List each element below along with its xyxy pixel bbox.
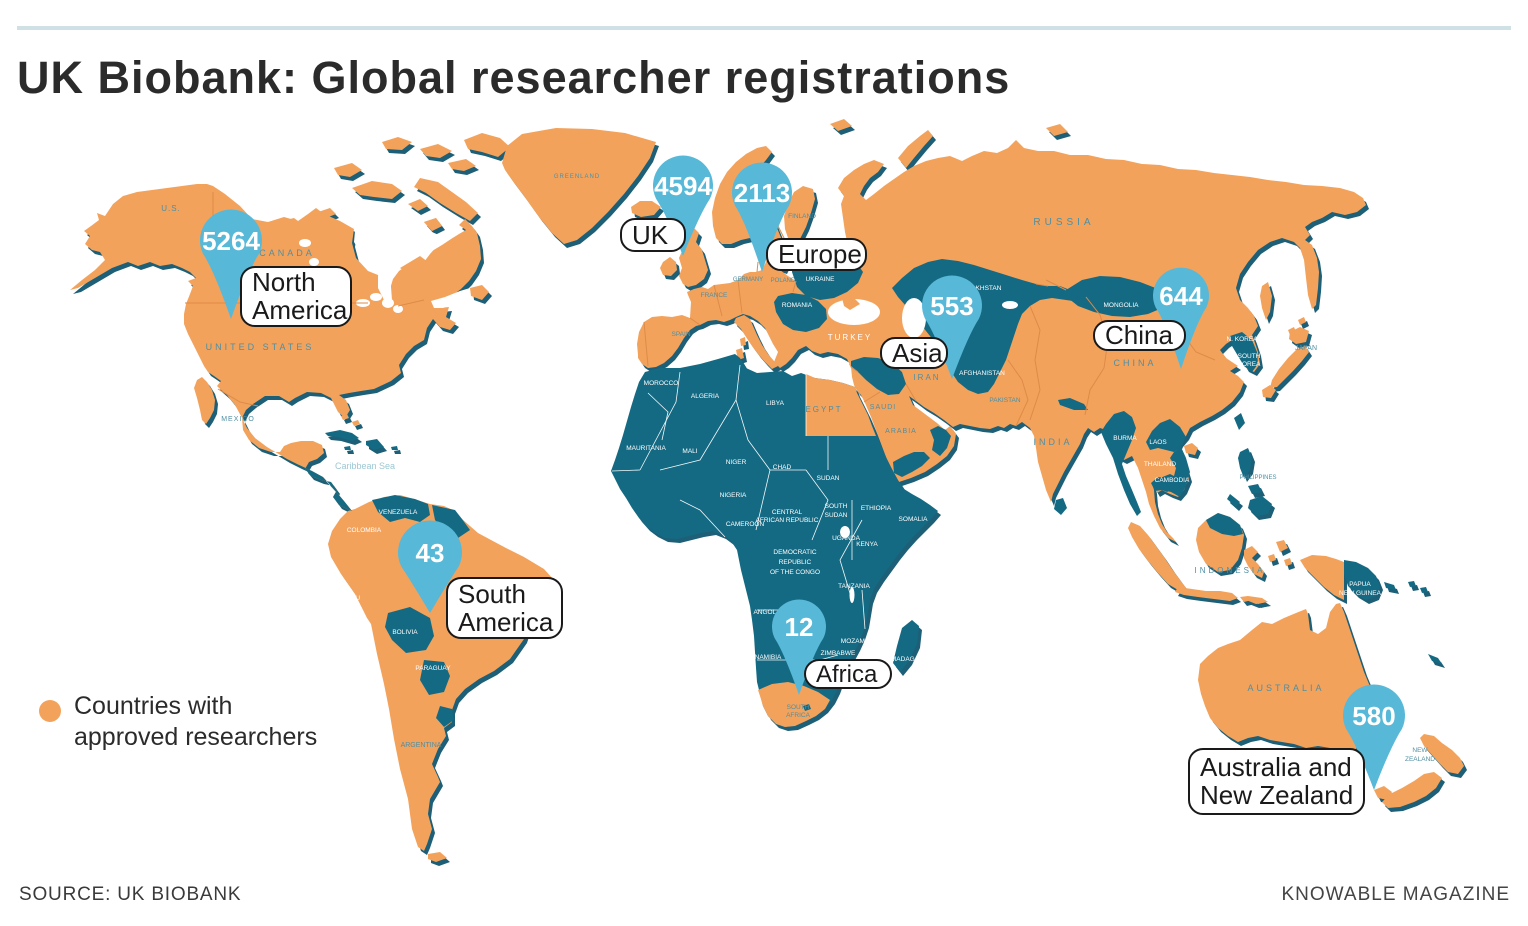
svg-text:SUDAN: SUDAN: [825, 512, 848, 519]
svg-text:12: 12: [785, 612, 814, 642]
svg-text:North: North: [252, 267, 316, 297]
svg-text:MALI: MALI: [682, 448, 697, 455]
svg-text:AFRICAN REPUBLIC: AFRICAN REPUBLIC: [756, 517, 819, 524]
svg-text:Asia: Asia: [892, 338, 943, 368]
svg-text:ROMANIA: ROMANIA: [782, 302, 813, 309]
svg-text:China: China: [1105, 320, 1173, 350]
svg-text:INDIA: INDIA: [1033, 437, 1072, 447]
svg-text:LAOS: LAOS: [1149, 439, 1167, 446]
svg-text:MAURITANIA: MAURITANIA: [626, 445, 666, 452]
svg-text:553: 553: [930, 291, 973, 321]
svg-text:BURMA: BURMA: [1113, 435, 1137, 442]
svg-text:REPUBLIC: REPUBLIC: [779, 559, 812, 566]
svg-text:Caribbean Sea: Caribbean Sea: [335, 461, 395, 471]
svg-text:CHAD: CHAD: [773, 464, 792, 471]
svg-text:ALGERIA: ALGERIA: [691, 393, 720, 400]
svg-text:POLAND: POLAND: [771, 278, 796, 284]
svg-text:KOREA: KOREA: [1238, 361, 1261, 368]
svg-text:SOMALIA: SOMALIA: [899, 516, 929, 523]
svg-text:CAMBODIA: CAMBODIA: [1155, 477, 1190, 484]
svg-text:America: America: [252, 295, 348, 325]
svg-text:AFGHANISTAN: AFGHANISTAN: [959, 370, 1005, 377]
svg-text:IRAN: IRAN: [913, 373, 940, 382]
svg-text:FINLAND: FINLAND: [788, 213, 816, 220]
svg-text:CANADA: CANADA: [259, 248, 315, 258]
svg-text:TANZANIA: TANZANIA: [838, 583, 870, 590]
svg-text:43: 43: [416, 538, 445, 568]
svg-text:SPAIN: SPAIN: [671, 331, 690, 338]
svg-text:OF THE CONGO: OF THE CONGO: [770, 569, 820, 576]
svg-text:PHILIPPINES: PHILIPPINES: [1239, 475, 1276, 481]
svg-text:580: 580: [1352, 701, 1395, 731]
svg-text:TURKEY: TURKEY: [828, 333, 872, 342]
svg-text:CHINA: CHINA: [1113, 358, 1156, 368]
svg-text:ANGOLA: ANGOLA: [753, 609, 781, 616]
svg-text:NEW GUINEA: NEW GUINEA: [1339, 590, 1382, 597]
svg-text:Europe: Europe: [778, 239, 862, 269]
svg-text:UK: UK: [632, 220, 669, 250]
svg-text:MONGOLIA: MONGOLIA: [1103, 302, 1139, 309]
svg-text:America: America: [458, 607, 554, 637]
svg-text:PARAGUAY: PARAGUAY: [415, 665, 451, 672]
svg-text:MOZAMBIQUE: MOZAMBIQUE: [841, 638, 886, 645]
svg-text:FRANCE: FRANCE: [701, 292, 728, 299]
svg-text:SOUTH: SOUTH: [825, 503, 848, 510]
svg-text:644: 644: [1159, 281, 1203, 311]
svg-text:NIGER: NIGER: [726, 459, 747, 466]
svg-text:PERU: PERU: [342, 595, 360, 602]
svg-text:New Zealand: New Zealand: [1200, 780, 1353, 810]
svg-text:NEW: NEW: [1412, 747, 1428, 754]
svg-text:AFRICA: AFRICA: [786, 712, 811, 719]
svg-text:ZIMBABWE: ZIMBABWE: [821, 650, 856, 657]
svg-text:N. KOREA: N. KOREA: [1226, 336, 1258, 343]
svg-text:Australia and: Australia and: [1200, 752, 1352, 782]
svg-text:UGANDA: UGANDA: [832, 535, 860, 542]
svg-text:BOLIVIA: BOLIVIA: [392, 629, 418, 636]
svg-text:ETHIOPIA: ETHIOPIA: [861, 505, 892, 512]
svg-text:ZEALAND: ZEALAND: [1405, 756, 1435, 763]
svg-text:U.S.: U.S.: [161, 204, 181, 213]
svg-text:SOUTH: SOUTH: [787, 704, 810, 711]
svg-text:ARGENTINA: ARGENTINA: [401, 742, 442, 749]
svg-text:CAMEROON: CAMEROON: [726, 521, 765, 528]
svg-text:JAPAN: JAPAN: [1295, 345, 1317, 352]
svg-text:EGYPT: EGYPT: [805, 405, 842, 414]
svg-text:GERMANY: GERMANY: [733, 277, 763, 283]
svg-text:NIGERIA: NIGERIA: [720, 492, 747, 499]
svg-text:GREENLAND: GREENLAND: [554, 174, 600, 180]
svg-text:AUSTRALIA: AUSTRALIA: [1247, 683, 1324, 693]
svg-text:SOUTH: SOUTH: [1238, 353, 1261, 360]
svg-text:NAMIBIA: NAMIBIA: [755, 654, 782, 661]
svg-text:ARABIA: ARABIA: [885, 428, 917, 435]
svg-text:KENYA: KENYA: [856, 541, 878, 548]
svg-text:Africa: Africa: [816, 661, 878, 688]
svg-text:MEXICO: MEXICO: [221, 416, 255, 423]
svg-text:SAUDI: SAUDI: [870, 404, 896, 411]
svg-text:UKRAINE: UKRAINE: [806, 276, 836, 283]
svg-text:PAPUA: PAPUA: [1349, 581, 1371, 588]
svg-text:DEMOCRATIC: DEMOCRATIC: [773, 549, 817, 556]
svg-text:4594: 4594: [654, 171, 712, 201]
svg-text:MOROCCO: MOROCCO: [644, 380, 679, 387]
svg-text:SUDAN: SUDAN: [817, 475, 840, 482]
svg-text:2113: 2113: [734, 178, 790, 208]
svg-text:COLOMBIA: COLOMBIA: [347, 527, 382, 534]
svg-text:CENTRAL: CENTRAL: [772, 509, 803, 516]
svg-text:MADAGASCAR: MADAGASCAR: [891, 656, 938, 663]
svg-text:South: South: [458, 579, 526, 609]
svg-text:VENEZUELA: VENEZUELA: [379, 509, 418, 516]
svg-text:5264: 5264: [202, 226, 260, 256]
svg-text:INDONESIA: INDONESIA: [1194, 566, 1265, 575]
svg-text:KAZAKHSTAN: KAZAKHSTAN: [959, 285, 1002, 292]
svg-text:PAKISTAN: PAKISTAN: [989, 397, 1020, 404]
svg-text:THAILAND: THAILAND: [1144, 461, 1176, 468]
svg-text:RUSSIA: RUSSIA: [1033, 217, 1094, 228]
svg-text:UNITED STATES: UNITED STATES: [206, 342, 315, 352]
svg-text:LIBYA: LIBYA: [766, 400, 785, 407]
